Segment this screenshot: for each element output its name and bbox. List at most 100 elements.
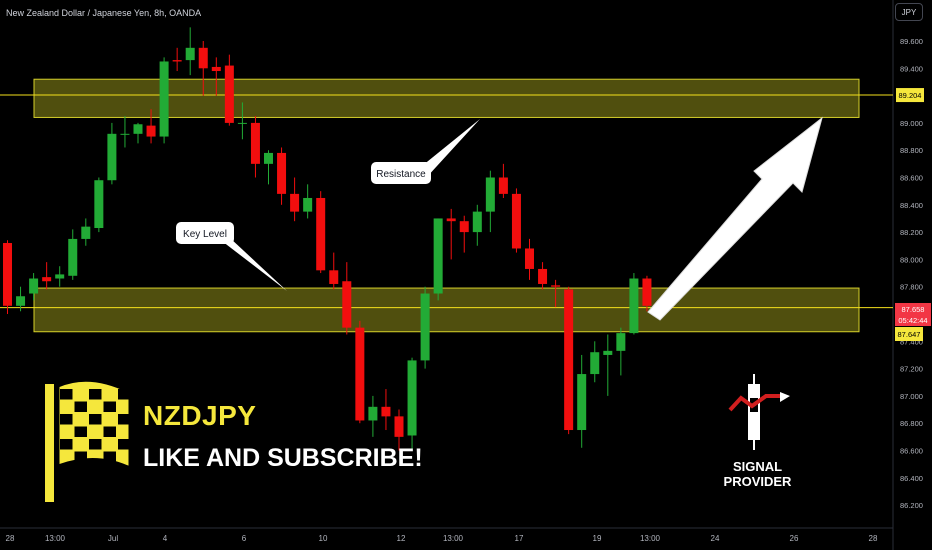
candle-body [590, 352, 600, 375]
checkered-flag-icon [43, 378, 132, 504]
candle [433, 218, 443, 301]
x-tick-label: 17 [515, 534, 524, 543]
candle-body [433, 218, 443, 294]
candle-body [277, 152, 287, 194]
candle-body [381, 406, 391, 417]
flag-square [103, 451, 116, 462]
candle [146, 109, 156, 144]
candle-body [237, 122, 247, 124]
flag-square [74, 401, 87, 412]
candle-body [68, 238, 78, 276]
candle-body [551, 285, 561, 287]
candle-body [603, 350, 613, 355]
candle [616, 327, 626, 376]
key-level-callout-label: Key Level [183, 229, 227, 240]
candle [94, 177, 104, 233]
lower-line-price-tag [895, 327, 923, 341]
candle [198, 41, 208, 96]
candle [290, 177, 300, 222]
upper-line-price-text: 89.204 [899, 91, 922, 100]
x-tick-label: 13:00 [45, 534, 66, 543]
candle [485, 170, 495, 233]
candle-body [577, 374, 587, 431]
y-tick-label: 86.200 [900, 501, 923, 510]
candle [603, 334, 613, 396]
candle-body [81, 226, 91, 239]
candle-body [185, 47, 195, 61]
candle-body [642, 278, 652, 306]
candle [525, 238, 534, 280]
flag-square [118, 414, 131, 425]
y-tick-label: 88.200 [900, 228, 923, 237]
candle [355, 320, 365, 424]
symbol-title: New Zealand Dollar / Japanese Yen, 8h, O… [6, 8, 202, 18]
candle-body [525, 248, 534, 269]
y-tick-label: 87.200 [900, 365, 923, 374]
x-tick-label: 13:00 [640, 534, 661, 543]
flag-square [103, 426, 116, 437]
candle [381, 389, 391, 431]
y-tick-label: 86.600 [900, 447, 923, 456]
current-price-text: 87.658 [902, 305, 925, 314]
candle [642, 275, 652, 312]
candle-body [394, 416, 404, 437]
resistance-callout-box [371, 162, 431, 184]
x-tick-label: 26 [790, 534, 799, 543]
countdown-text: 05:42:44 [898, 316, 927, 325]
candle-body [55, 274, 65, 279]
logo-trend-arrow [780, 392, 790, 402]
resistance-callout-pointer [417, 119, 480, 178]
candle [446, 208, 456, 260]
x-tick-label: 4 [163, 534, 168, 543]
candle [185, 27, 195, 76]
lower-line-price-text: 87.647 [898, 330, 921, 339]
flag-square [60, 389, 73, 400]
candle [81, 218, 91, 246]
y-tick-label: 86.800 [900, 419, 923, 428]
x-tick-label: 13:00 [443, 534, 464, 543]
candle [120, 116, 130, 148]
candle [459, 215, 469, 253]
y-tick-label: 87.800 [900, 283, 923, 292]
candle-body [616, 333, 626, 351]
candle [16, 286, 26, 312]
current-price-tag [895, 303, 931, 326]
brand-name: SIGNAL PROVIDER [723, 459, 792, 489]
currency-button[interactable]: JPY [895, 3, 923, 21]
y-tick-label: 86.400 [900, 474, 923, 483]
candle [368, 395, 378, 437]
candle [564, 286, 574, 435]
y-tick-label: 87.400 [900, 337, 923, 346]
x-tick-label: Jul [108, 534, 118, 543]
upper-line-price-tag [896, 88, 924, 103]
candle [394, 409, 404, 451]
x-tick-label: 24 [711, 534, 720, 543]
signal-provider-logo-icon [728, 374, 790, 450]
candle-body [290, 193, 300, 212]
y-tick-label: 88.600 [900, 174, 923, 183]
candle-body [29, 278, 39, 294]
candle-body [42, 277, 52, 282]
candle [159, 57, 169, 144]
candle [237, 102, 247, 140]
candle [107, 122, 117, 185]
candle-body [211, 66, 221, 72]
candle-body [629, 278, 639, 334]
candle [472, 204, 482, 246]
key-level-callout-pointer [218, 238, 287, 291]
y-tick-label: 89.600 [900, 37, 923, 46]
x-tick-label: 6 [242, 534, 247, 543]
candle-body [159, 61, 169, 137]
x-tick-label: 12 [397, 534, 406, 543]
candle-body [224, 65, 234, 123]
candle-body [16, 296, 26, 306]
y-tick-label: 88.400 [900, 201, 923, 210]
candle-body [446, 218, 456, 222]
resistance-callout: Resistance [371, 119, 480, 184]
candle [342, 262, 352, 335]
flag-pole [43, 382, 56, 504]
flag-square [89, 414, 102, 425]
candle-body [407, 360, 417, 436]
